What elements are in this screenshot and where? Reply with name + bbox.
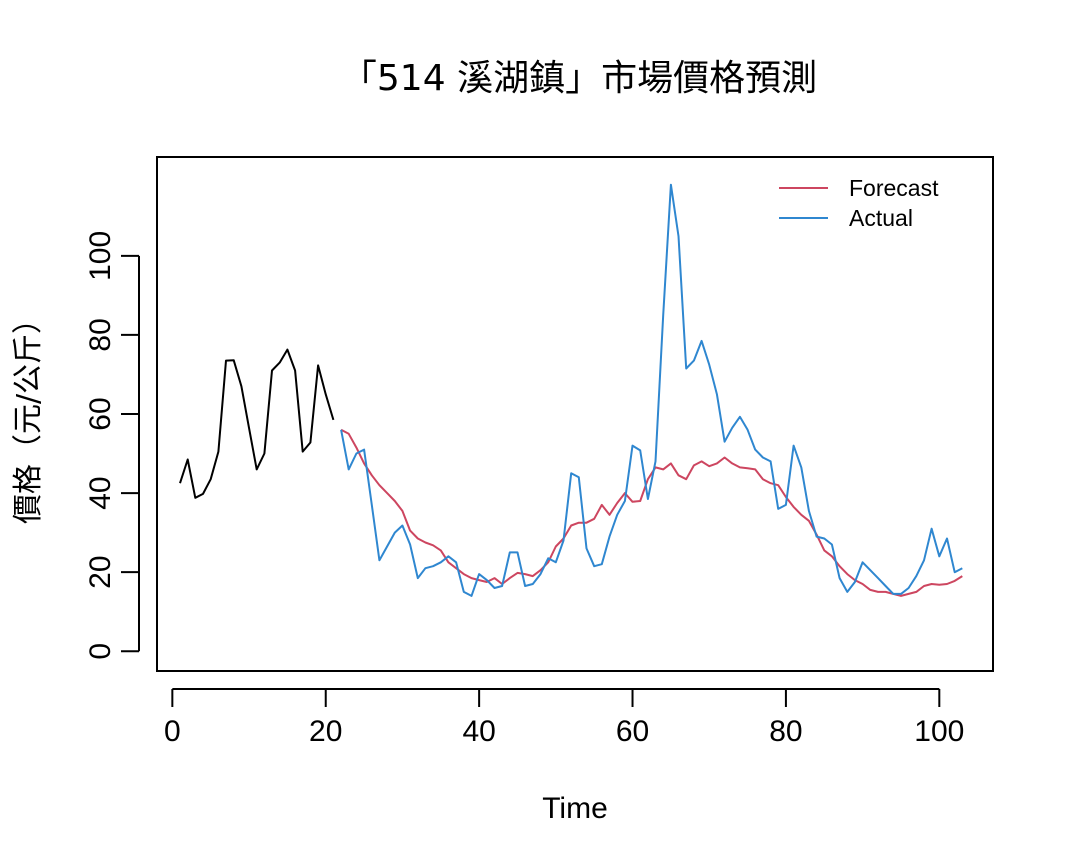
y-axis-label: 價格（元/公斤） (11, 304, 46, 524)
series-line-forecast (340, 428, 963, 597)
y-tick-label: 20 (84, 555, 117, 588)
x-tick-label: 60 (616, 715, 649, 748)
series-line-actual (340, 183, 963, 597)
x-tick-label: 40 (462, 715, 495, 748)
plot-box (156, 156, 994, 672)
x-tick-label: 0 (164, 715, 181, 748)
chart-title: 「514 溪湖鎮」市場價格預測 (341, 58, 817, 99)
x-tick-label: 80 (769, 715, 802, 748)
legend: Forecast Actual (779, 175, 939, 231)
y-tick-label: 80 (84, 318, 117, 351)
series-line-history (179, 348, 335, 499)
x-axis-label: Time (542, 792, 608, 825)
y-tick-label: 100 (84, 231, 117, 281)
y-tick-label: 40 (84, 476, 117, 509)
y-tick-label: 60 (84, 397, 117, 430)
x-axis: 0 20 40 60 80 100 (164, 688, 964, 748)
series-layer (179, 183, 963, 597)
legend-actual-label: Actual (849, 205, 913, 231)
x-tick-label: 100 (914, 715, 964, 748)
x-tick-label: 20 (309, 715, 342, 748)
y-tick-label: 0 (84, 643, 117, 660)
y-axis: 0 20 40 60 80 100 (84, 231, 140, 660)
legend-forecast-label: Forecast (849, 175, 939, 201)
